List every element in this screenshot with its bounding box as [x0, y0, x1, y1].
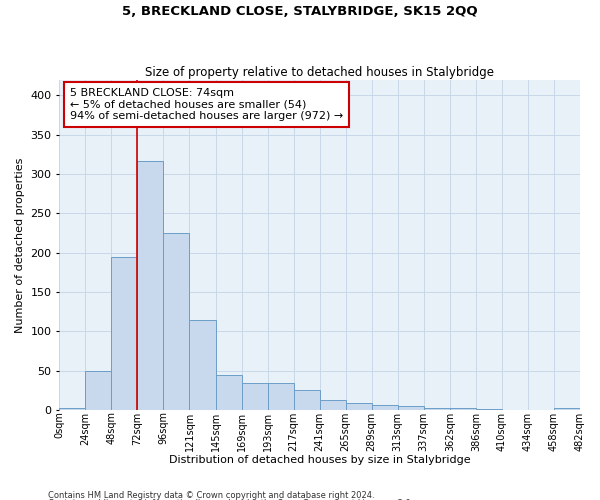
- Bar: [424, 408, 450, 410]
- Bar: [398, 406, 424, 410]
- Bar: [112, 258, 137, 410]
- Bar: [85, 370, 112, 410]
- Bar: [320, 400, 346, 410]
- Text: Contains HM Land Registry data © Crown copyright and database right 2024.: Contains HM Land Registry data © Crown c…: [48, 490, 374, 500]
- Bar: [268, 384, 293, 410]
- Bar: [190, 320, 215, 410]
- X-axis label: Distribution of detached houses by size in Stalybridge: Distribution of detached houses by size …: [169, 455, 470, 465]
- Bar: [450, 408, 476, 410]
- Bar: [215, 376, 242, 410]
- Text: 5 BRECKLAND CLOSE: 74sqm
← 5% of detached houses are smaller (54)
94% of semi-de: 5 BRECKLAND CLOSE: 74sqm ← 5% of detache…: [70, 88, 343, 121]
- Title: Size of property relative to detached houses in Stalybridge: Size of property relative to detached ho…: [145, 66, 494, 78]
- Bar: [346, 403, 372, 410]
- Bar: [372, 404, 398, 410]
- Y-axis label: Number of detached properties: Number of detached properties: [15, 157, 25, 332]
- Bar: [242, 382, 268, 410]
- Bar: [137, 160, 163, 410]
- Bar: [554, 408, 580, 410]
- Text: 5, BRECKLAND CLOSE, STALYBRIDGE, SK15 2QQ: 5, BRECKLAND CLOSE, STALYBRIDGE, SK15 2Q…: [122, 5, 478, 18]
- Bar: [163, 233, 190, 410]
- Bar: [293, 390, 320, 410]
- Bar: [59, 408, 85, 410]
